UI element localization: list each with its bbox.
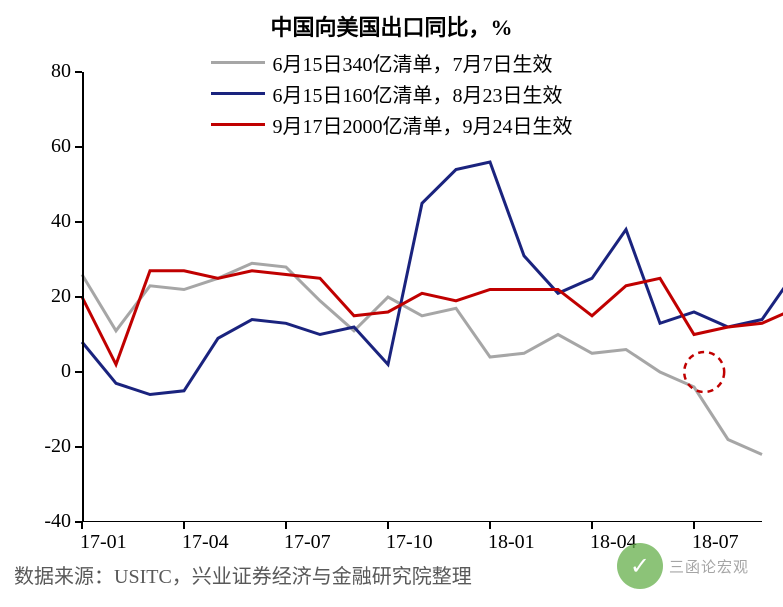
y-axis	[82, 72, 84, 522]
source-text: 数据来源：USITC，兴业证券经济与金融研究院整理	[14, 560, 472, 589]
y-tick	[75, 146, 82, 148]
plot-area: -40-2002040608017-0117-0417-0717-1018-01…	[82, 72, 762, 522]
legend-swatch	[211, 61, 265, 64]
y-tick	[75, 296, 82, 298]
y-tick-label: 80	[51, 60, 71, 83]
watermark-text: 三函论宏观	[669, 556, 749, 577]
chart-title: 中国向美国出口同比，%	[0, 10, 783, 42]
annotation-ring	[684, 352, 724, 392]
watermark: ✓ 三函论宏观	[617, 543, 749, 589]
series-list160	[82, 162, 783, 447]
x-tick-label: 17-07	[284, 531, 331, 554]
watermark-icon: ✓	[617, 543, 663, 589]
x-tick	[693, 522, 695, 529]
y-tick	[75, 446, 82, 448]
y-tick-label: 0	[61, 360, 71, 383]
x-tick	[183, 522, 185, 529]
y-tick	[75, 371, 82, 373]
y-tick-label: 60	[51, 135, 71, 158]
y-tick-label: 20	[51, 285, 71, 308]
x-tick-label: 17-01	[80, 531, 127, 554]
x-tick-label: 17-10	[386, 531, 433, 554]
series-svg	[82, 72, 762, 522]
x-tick-label: 17-04	[182, 531, 229, 554]
y-tick-label: -40	[44, 510, 71, 533]
y-tick-label: -20	[44, 435, 71, 458]
y-tick	[75, 221, 82, 223]
x-tick	[591, 522, 593, 529]
y-tick	[75, 71, 82, 73]
x-tick	[81, 522, 83, 529]
x-tick	[489, 522, 491, 529]
x-tick	[285, 522, 287, 529]
x-tick	[387, 522, 389, 529]
x-tick-label: 18-01	[488, 531, 535, 554]
y-tick-label: 40	[51, 210, 71, 233]
